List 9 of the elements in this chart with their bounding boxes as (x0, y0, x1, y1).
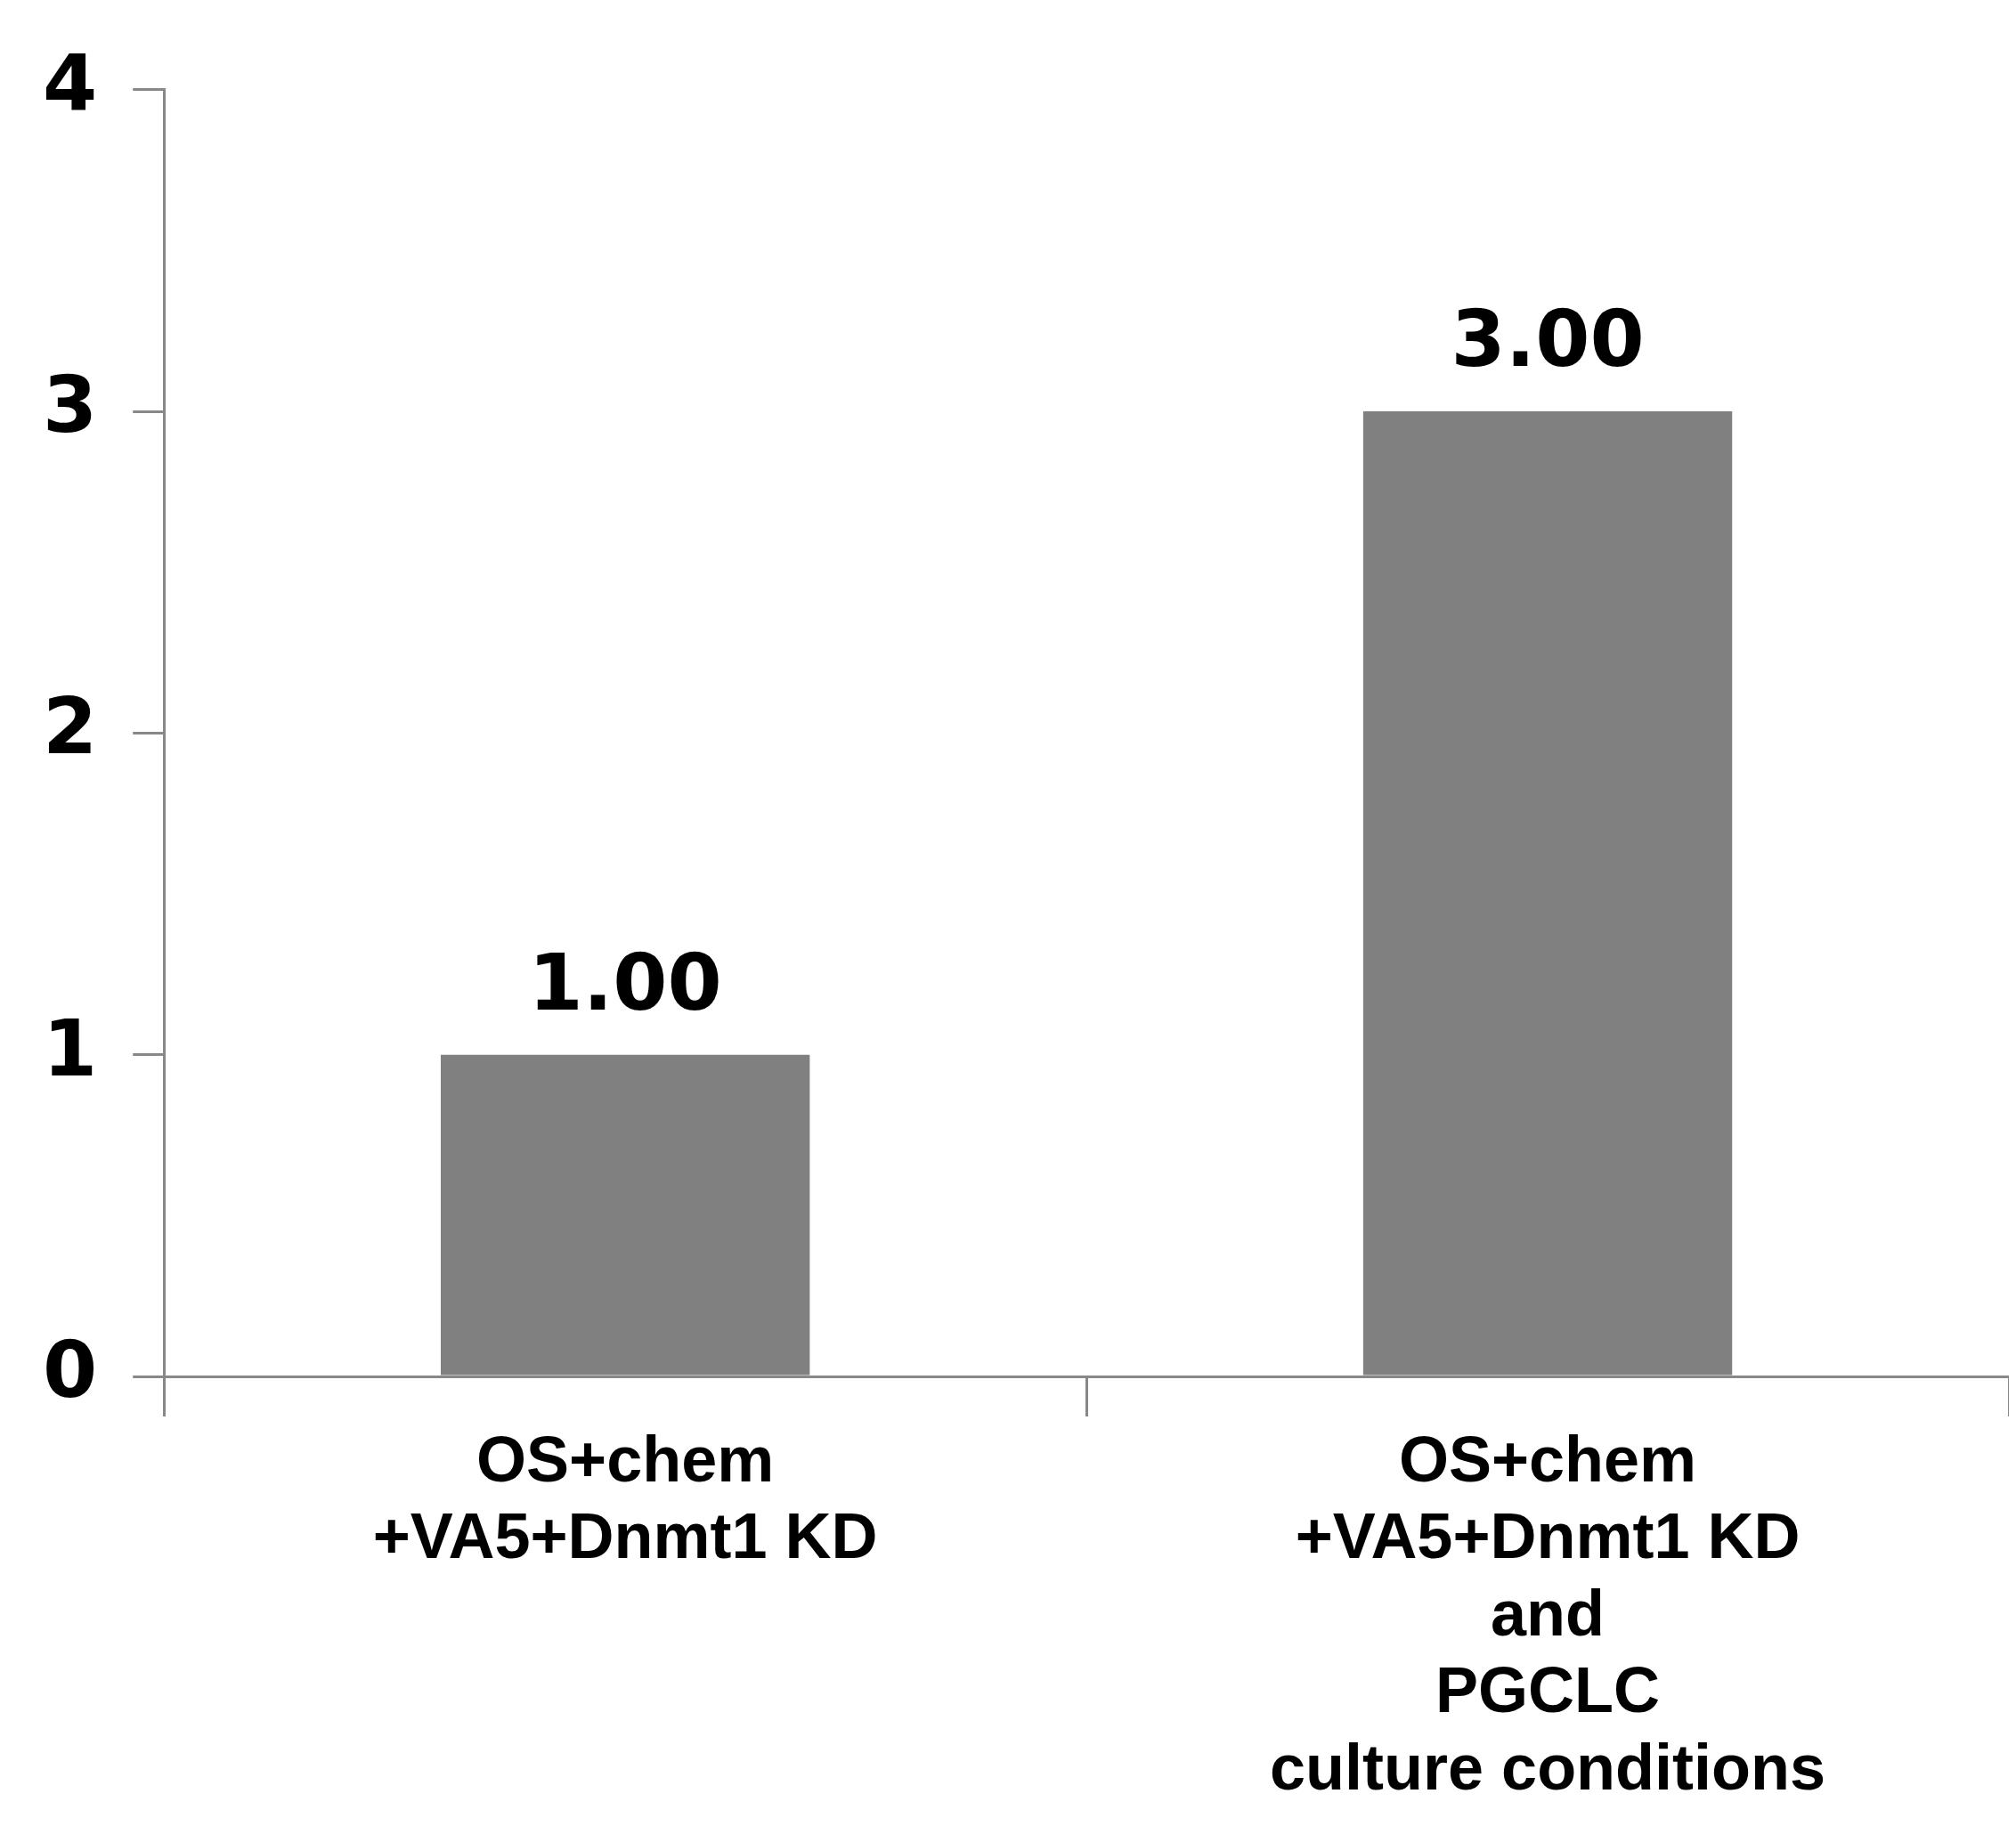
y-tick-label: 2 (43, 680, 98, 773)
y-tick-label: 0 (43, 1323, 98, 1416)
data-label: 1.00 (528, 936, 722, 1028)
x-tick-label: OS+chem +VA5+Dnmt1 KD (372, 1424, 878, 1572)
y-tick-label: 1 (43, 1002, 98, 1094)
x-tick-label: OS+chem +VA5+Dnmt1 KD and PGCLC culture conditions (1270, 1424, 1826, 1803)
y-tick-label: 4 (43, 37, 98, 129)
data-label: 3.00 (1451, 292, 1645, 385)
y-tick-label: 3 (43, 358, 98, 450)
